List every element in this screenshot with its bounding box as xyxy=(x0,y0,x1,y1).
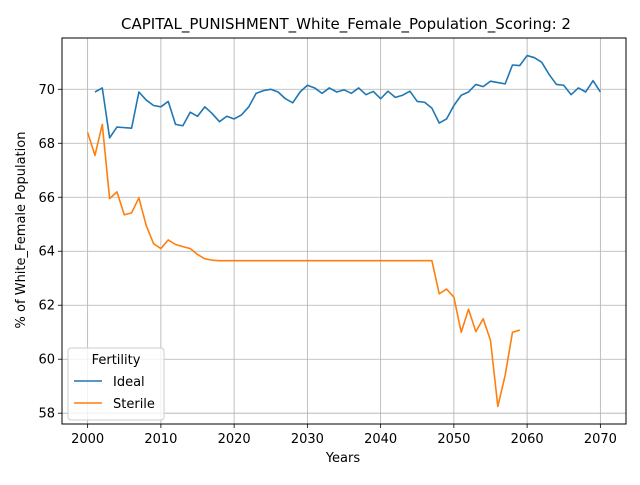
series-line-ideal xyxy=(94,54,602,139)
plot-frame xyxy=(61,37,627,425)
legend: Fertility Ideal Sterile xyxy=(67,347,165,421)
legend-title: Fertility xyxy=(92,353,141,368)
y-tick-label: 68 xyxy=(38,137,55,152)
y-tick-label: 70 xyxy=(38,83,55,98)
x-axis-label: Years xyxy=(325,451,361,466)
y-tick-label: 58 xyxy=(38,407,55,422)
series-lines xyxy=(86,54,602,408)
y-tick-label: 64 xyxy=(38,245,55,260)
x-tick-label: 2050 xyxy=(437,432,470,447)
legend-box xyxy=(67,347,165,421)
x-tick-label: 2030 xyxy=(291,432,324,447)
y-tick-label: 62 xyxy=(38,299,55,314)
x-tick-label: 2070 xyxy=(584,432,617,447)
chart-title: CAPITAL_PUNISHMENT_White_Female_Populati… xyxy=(121,15,571,34)
series-line-sterile xyxy=(86,123,521,408)
x-tick-label: 2010 xyxy=(144,432,177,447)
y-tick-label: 66 xyxy=(38,191,55,206)
y-axis-label: % of White_Female Population xyxy=(14,132,29,329)
legend-label-ideal: Ideal xyxy=(113,375,145,390)
legend-label-sterile: Sterile xyxy=(113,397,155,412)
axis-ticks: 2000 2010 2020 2030 2040 2050 2060 2070 58 60 62 64… xyxy=(38,83,616,447)
y-tick-label: 60 xyxy=(38,353,55,368)
x-tick-label: 2040 xyxy=(364,432,397,447)
x-tick-label: 2020 xyxy=(218,432,251,447)
x-tick-label: 2000 xyxy=(71,432,104,447)
x-tick-label: 2060 xyxy=(511,432,544,447)
